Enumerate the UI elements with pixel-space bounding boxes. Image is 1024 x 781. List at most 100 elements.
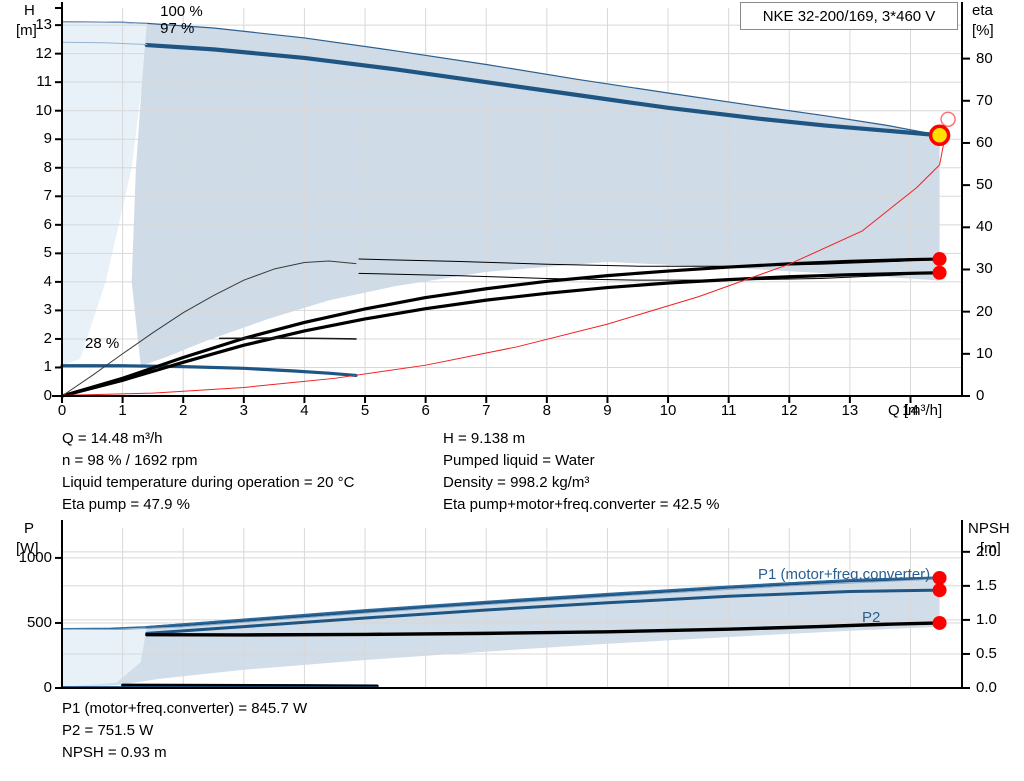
top-y2tick-label: 50 — [976, 176, 993, 194]
top-ytick-label: 0 — [43, 387, 52, 404]
top-ytick-label: 10 — [35, 101, 52, 119]
curve-eta-pump — [60, 257, 942, 398]
top-xtick-label: 5 — [360, 402, 370, 419]
top-y2-axis-title-eta: eta — [972, 2, 993, 19]
head-efficiency-plot — [52, 2, 970, 403]
curve-eta-thin-lower — [358, 272, 941, 281]
curve-eta-min-speed-thin-curve — [61, 260, 357, 397]
curve-p1-motor-freq-converter- — [145, 576, 942, 630]
bottom-plot-group — [55, 520, 970, 689]
top-xtick-label: 12 — [780, 402, 798, 419]
envelope-power-left-wedge — [62, 626, 147, 687]
marker-eta-pump — [932, 252, 947, 267]
curve-power-to-eta-red-line — [61, 133, 947, 396]
info-p2: P2 = 751.5 W — [62, 722, 154, 739]
annotation-speed-28: 28 % — [85, 335, 120, 353]
top-ytick-label: 5 — [43, 244, 52, 262]
envelope-left-wedge — [62, 21, 147, 366]
top-xtick-label: 0 — [57, 402, 67, 419]
bottom-y2-axis-unit-m: [m] — [980, 540, 1001, 557]
top-ytick-label: 3 — [43, 301, 52, 319]
marker-npsh — [932, 615, 947, 630]
info-temp: Liquid temperature during operation = 20… — [62, 474, 355, 491]
bottom-y2tick-label: 2.0 — [976, 542, 997, 560]
top-ytick-label: 11 — [36, 73, 52, 91]
bottom-y2tick-label: 0.0 — [976, 679, 997, 696]
curve-h-envelope-lower-left- — [61, 41, 148, 46]
bottom-ytick-label: 1000 — [18, 548, 52, 566]
curve-p2 — [145, 588, 942, 635]
top-ytick-label: 7 — [43, 187, 52, 205]
info-eta-total: Eta pump+motor+freq.converter = 42.5 % — [443, 496, 720, 513]
top-xtick-label: 6 — [421, 402, 430, 419]
info-liquid: Pumped liquid = Water — [443, 452, 595, 469]
top-y2-axis-unit-percent: [%] — [972, 22, 994, 39]
top-xtick-label: 1 — [118, 402, 127, 419]
top-ytick-label: 1 — [43, 358, 52, 376]
top-xtick-label: 9 — [603, 402, 612, 419]
top-ytick-label: 2 — [43, 329, 52, 347]
top-plot-group — [52, 2, 970, 403]
marker-p2 — [932, 583, 947, 598]
info-density: Density = 998.2 kg/m³ — [443, 474, 590, 491]
top-ytick-label: 4 — [43, 272, 52, 290]
bottom-y2tick-label: 1.0 — [976, 610, 997, 628]
info-n: n = 98 % / 1692 rpm — [62, 452, 198, 469]
info-eta-pump: Eta pump = 47.9 % — [62, 496, 190, 513]
top-y2tick-label: 0 — [976, 387, 985, 404]
top-xtick-label: 11 — [720, 402, 737, 419]
top-y-axis-unit-m: [m] — [16, 22, 37, 39]
curve-eta-thin-upper — [358, 258, 941, 267]
duty-point-marker[interactable] — [928, 124, 951, 147]
top-y2tick-label: 60 — [976, 133, 993, 151]
bottom-ytick-label: 0 — [43, 679, 52, 696]
top-xtick-label: 8 — [542, 402, 552, 419]
top-y2tick-label: 70 — [976, 91, 993, 109]
marker-eta-pump-motor-freq-converter — [932, 265, 947, 280]
top-ytick-label: 13 — [35, 16, 52, 34]
bottom-y2tick-label: 1.5 — [976, 576, 997, 594]
bottom-y2-axis-title-npsh: NPSH — [968, 520, 1010, 537]
top-y2tick-label: 30 — [976, 260, 993, 278]
info-q: Q = 14.48 m³/h — [62, 430, 163, 447]
top-x-axis-title: Q [m³/h] — [888, 402, 943, 419]
top-xtick-label: 3 — [239, 402, 248, 419]
curve-eta-min-speed-flat-tail — [218, 337, 357, 340]
envelope-operating-range — [131, 23, 940, 367]
pump-title-box: NKE 32-200/169, 3*460 V — [740, 2, 958, 30]
bottom-y2tick-label: 0.5 — [976, 644, 997, 662]
annotation-speed-97: 97 % — [160, 20, 195, 38]
curve-h-28-min-speed — [60, 364, 358, 378]
top-ytick-label: 9 — [43, 130, 52, 148]
curve-npsh — [145, 621, 942, 637]
top-xtick-label: 10 — [659, 402, 677, 419]
top-xtick-label: 13 — [841, 402, 859, 419]
top-xtick-label: 7 — [482, 402, 491, 419]
top-y2tick-label: 20 — [976, 302, 993, 320]
top-ytick-label: 12 — [35, 44, 52, 62]
top-ytick-label: 6 — [43, 215, 52, 233]
curve-eta-pump-motor-freq-converter — [60, 271, 942, 398]
curve-h-envelope-upper-left- — [61, 21, 148, 24]
label-p1-curve: P1 (motor+freq.converter) — [758, 566, 931, 583]
curve-p1-upper-trace — [61, 576, 941, 630]
marker-p1-motor-freq-converter- — [932, 570, 947, 585]
pump-title-text: NKE 32-200/169, 3*460 V — [762, 7, 936, 25]
top-xtick-label: 4 — [300, 402, 309, 419]
top-xtick-label: 2 — [179, 402, 188, 419]
top-xtick-label: 14 — [902, 402, 919, 419]
top-y2tick-label: 40 — [976, 218, 993, 236]
info-h: H = 9.138 m — [443, 430, 526, 447]
top-y-axis-title-h: H — [24, 2, 35, 19]
top-y2tick-label: 80 — [976, 49, 993, 67]
curve-p-thin-reference — [61, 578, 941, 630]
top-ytick-label: 8 — [43, 158, 52, 176]
info-p1: P1 (motor+freq.converter) = 845.7 W — [62, 700, 308, 717]
curve-h-97-duty-speed- — [144, 42, 942, 138]
curve-npsh-min-speed — [121, 683, 379, 688]
annotation-speed-100: 100 % — [160, 3, 203, 21]
bottom-y-axis-unit-w: [W] — [16, 540, 39, 557]
hollow-reference-marker-icon — [940, 111, 956, 127]
